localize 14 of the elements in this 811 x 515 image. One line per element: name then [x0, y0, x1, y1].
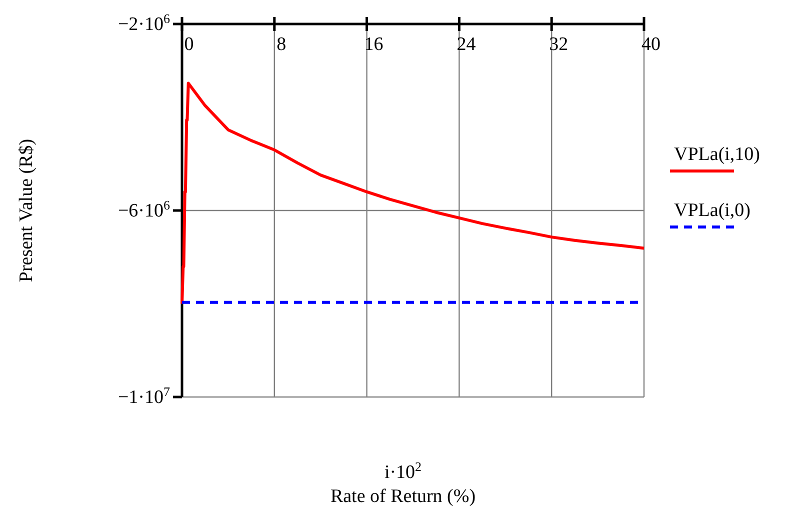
x-tick-label: 40: [642, 34, 660, 55]
text: VPLa(i,0): [674, 200, 751, 221]
y-axis-title: Present Value (R$): [16, 138, 37, 282]
y-tick-label: −1·10$^{7}$: [118, 384, 170, 408]
y-tick-label: −6·10$^{6}$: [118, 197, 170, 222]
text: VPLa(i,10): [674, 144, 760, 165]
x-tick-label: 24: [456, 34, 476, 55]
x-tick-label: 16: [364, 34, 384, 55]
x-tick-label: 32: [549, 34, 568, 55]
line-series: [180, 82, 646, 306]
x-axis-title: i·10$^{2}$ Rate of Return (%): [330, 458, 476, 507]
y-tick-label: −2·10$^{6}$: [118, 10, 170, 35]
x-tick-label: 8: [276, 34, 286, 55]
x-tick-label: 0: [184, 34, 194, 55]
